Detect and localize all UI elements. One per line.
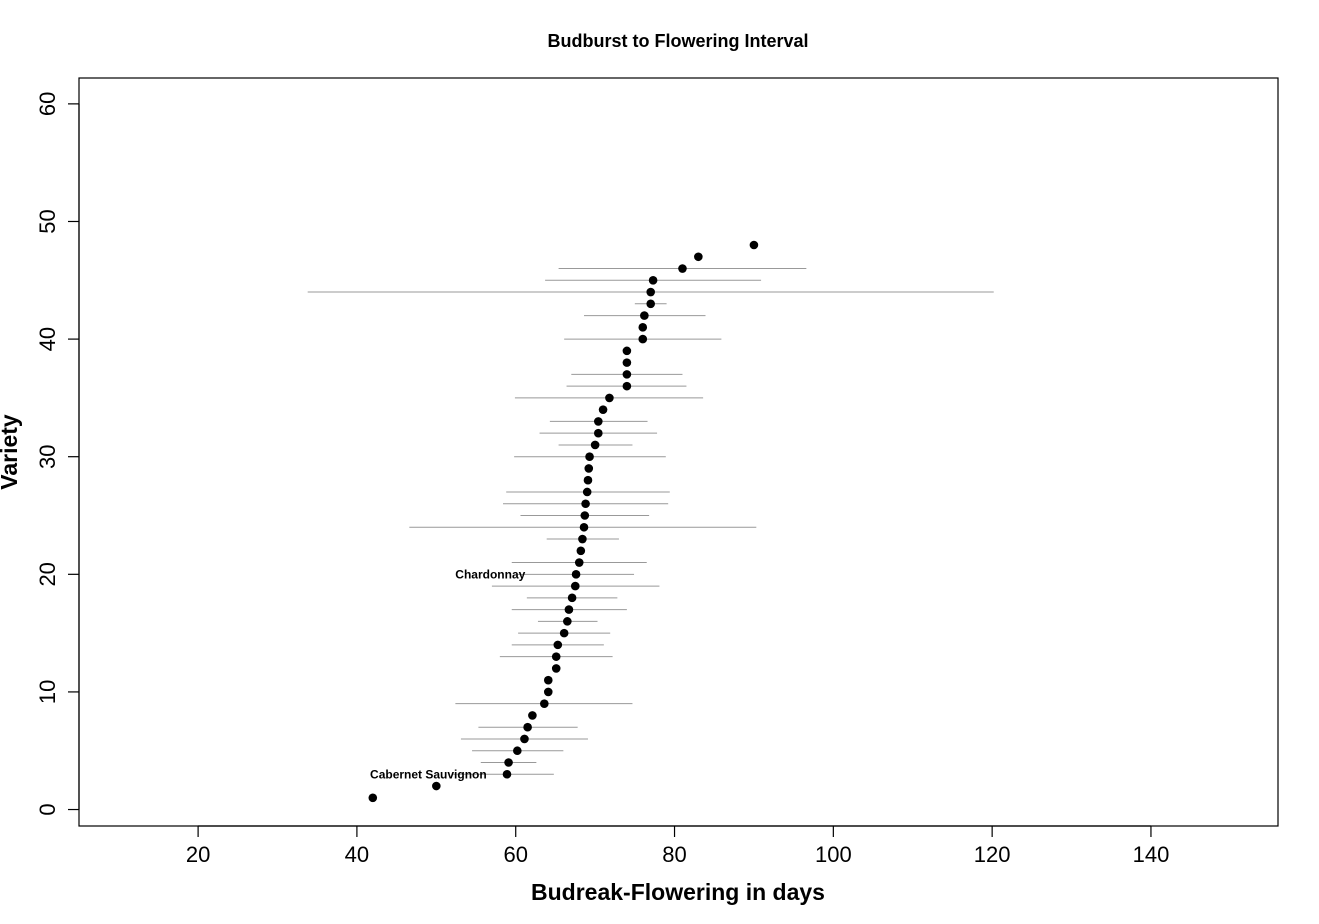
data-point <box>559 628 569 638</box>
data-point <box>622 358 632 367</box>
annotations: Chardonnay Cabernet Sauvignon <box>370 567 526 781</box>
x-tick-label: 40 <box>345 842 369 867</box>
data-point <box>543 687 553 697</box>
data-point <box>540 699 549 708</box>
data-point <box>640 311 649 320</box>
data-point <box>576 546 586 556</box>
data-point <box>583 475 593 485</box>
y-axis-label: Variety <box>0 414 22 490</box>
data-point <box>543 675 553 685</box>
x-tick-label: 80 <box>662 842 686 867</box>
y-tick-label: 0 <box>35 803 60 815</box>
x-tick-label: 100 <box>815 842 852 867</box>
chart-title: Budburst to Flowering Interval <box>547 31 808 51</box>
data-point <box>585 452 594 462</box>
x-tick-label: 20 <box>186 842 210 867</box>
data-point <box>638 334 648 344</box>
y-tick-label: 50 <box>35 209 60 233</box>
data-point <box>594 428 603 438</box>
data-point <box>574 558 584 567</box>
y-tick-label: 30 <box>35 444 60 468</box>
data-point <box>513 746 522 756</box>
data-point <box>567 593 577 603</box>
data-point <box>622 381 632 391</box>
x-tick-label: 140 <box>1133 842 1170 867</box>
data-point <box>551 652 561 661</box>
y-tick-label: 60 <box>35 92 60 116</box>
data-point <box>581 499 590 509</box>
plot-frame <box>78 77 1279 827</box>
data-point <box>622 346 632 356</box>
data-point <box>605 393 614 403</box>
annotation-label: Chardonnay <box>455 567 525 581</box>
y-tick-label: 20 <box>35 562 60 586</box>
data-point <box>520 734 529 744</box>
data-point <box>504 758 513 767</box>
data-point <box>646 287 656 297</box>
data-point <box>564 605 574 614</box>
error-bars <box>307 268 994 775</box>
data-point <box>749 240 759 250</box>
data-point <box>528 711 537 720</box>
annotation-label: Cabernet Sauvignon <box>370 767 487 781</box>
x-axis-label: Budreak-Flowering in days <box>531 879 825 905</box>
data-point <box>594 417 603 426</box>
data-point <box>563 617 572 626</box>
data-point <box>584 464 594 473</box>
data-point <box>638 323 648 332</box>
y-tick-label: 40 <box>35 327 60 351</box>
data-point <box>646 299 656 309</box>
data-point <box>502 769 512 779</box>
x-tick-label: 120 <box>974 842 1011 867</box>
data-point <box>432 781 441 791</box>
y-axis: 0 10 20 30 40 50 60 <box>35 92 80 816</box>
data-point <box>553 640 563 650</box>
data-point <box>579 522 589 532</box>
x-axis: 20 40 60 80 100 120 140 <box>186 825 1170 867</box>
data-point <box>570 581 580 591</box>
data-point <box>598 405 608 414</box>
data-point <box>622 370 632 379</box>
data-point <box>523 722 532 732</box>
y-tick-label: 10 <box>35 680 60 704</box>
data-point <box>571 570 581 579</box>
data-point <box>694 252 703 262</box>
data-point <box>578 534 587 544</box>
data-point <box>678 264 687 273</box>
data-points <box>368 240 759 803</box>
data-point <box>368 793 378 803</box>
data-point <box>582 487 592 497</box>
data-point <box>648 275 658 285</box>
data-point <box>590 440 600 450</box>
data-point <box>580 511 590 520</box>
data-point <box>551 664 561 673</box>
x-tick-label: 60 <box>503 842 527 867</box>
